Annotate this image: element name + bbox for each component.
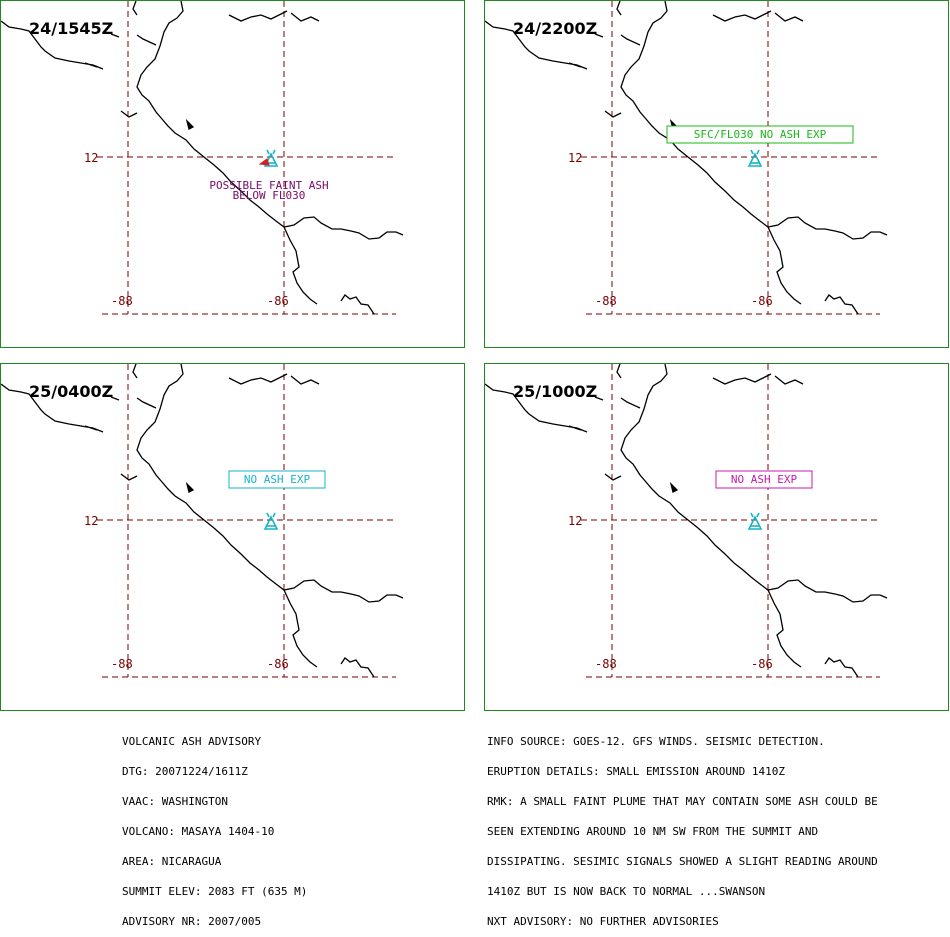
panel-time: 24/2200Z xyxy=(513,19,598,38)
latitude-label: 12 xyxy=(568,151,582,165)
advisory-line: AREA: NICARAGUA xyxy=(122,855,222,868)
map-panel-2: 24/2200Z 12 -88 -86 SFC/FL030 NO ASH EXP xyxy=(484,0,949,348)
advisory-label: BELOW FL030 xyxy=(233,189,306,202)
volcano-triangle-icon xyxy=(263,512,279,530)
lat-lon-grid xyxy=(581,364,880,678)
advisory-label: NO ASH EXP xyxy=(731,473,798,486)
remarks-line: ERUPTION DETAILS: SMALL EMISSION AROUND … xyxy=(487,765,786,778)
advisory-line: VOLCANO: MASAYA 1404-10 xyxy=(122,825,275,838)
remarks-line: 1410Z BUT IS NOW BACK TO NORMAL ...SWANS… xyxy=(487,885,766,898)
advisory-remarks: INFO SOURCE: GOES-12. GFS WINDS. SEISMIC… xyxy=(487,717,878,937)
panel-time: 25/0400Z xyxy=(29,382,114,401)
longitude-label: -86 xyxy=(267,657,289,671)
latitude-label: 12 xyxy=(84,151,98,165)
coastline xyxy=(485,364,888,678)
lat-lon-grid xyxy=(97,364,396,678)
longitude-label: -86 xyxy=(751,657,773,671)
volcano-triangle-icon xyxy=(747,512,763,530)
map-canvas: 12 -88 -86 SFC/FL030 NO ASH EXP xyxy=(485,1,888,315)
remarks-line: SEEN EXTENDING AROUND 10 NM SW FROM THE … xyxy=(487,825,819,838)
advisory-label: SFC/FL030 NO ASH EXP xyxy=(694,128,827,141)
lat-lon-grid xyxy=(581,1,880,315)
advisory-label-box xyxy=(666,125,854,144)
remarks-line: NXT ADVISORY: NO FURTHER ADVISORIES xyxy=(487,915,719,928)
coastline xyxy=(485,1,888,315)
advisory-label-box xyxy=(715,470,813,489)
advisory-header: VOLCANIC ASH ADVISORY DTG: 20071224/1611… xyxy=(122,717,307,937)
advisory-line: DTG: 20071224/1611Z xyxy=(122,765,248,778)
remarks-line: DISSIPATING. SESIMIC SIGNALS SHOWED A SL… xyxy=(487,855,878,868)
map-canvas: 12 -88 -86 NO ASH EXP xyxy=(1,364,404,678)
map-panel-1: 24/1545Z 12 -88 -86 POSSIBLE FAINT ASH BELOW… xyxy=(0,0,465,348)
advisory-label: NO ASH EXP xyxy=(244,473,311,486)
panel-time: 25/1000Z xyxy=(513,382,598,401)
advisory-label-box xyxy=(228,470,326,489)
advisory-line: VOLCANIC ASH ADVISORY xyxy=(122,735,262,748)
map-canvas: 12 -88 -86 NO ASH EXP xyxy=(485,364,888,678)
coastline xyxy=(1,364,404,678)
coastline xyxy=(1,1,404,315)
latitude-label: 12 xyxy=(84,514,98,528)
longitude-label: -86 xyxy=(751,294,773,308)
ash-plume-area xyxy=(258,158,270,166)
panel-time: 24/1545Z xyxy=(29,19,114,38)
latitude-label: 12 xyxy=(568,514,582,528)
advisory-label: POSSIBLE FAINT ASH xyxy=(209,179,328,192)
remarks-line: RMK: A SMALL FAINT PLUME THAT MAY CONTAI… xyxy=(487,795,878,808)
advisory-line: ADVISORY NR: 2007/005 xyxy=(122,915,262,928)
longitude-label: -88 xyxy=(111,657,133,671)
remarks-line: INFO SOURCE: GOES-12. GFS WINDS. SEISMIC… xyxy=(487,735,825,748)
longitude-label: -88 xyxy=(111,294,133,308)
longitude-label: -88 xyxy=(595,294,617,308)
map-panel-3: 25/0400Z 12 -88 -86 NO ASH EXP xyxy=(0,363,465,711)
volcano-triangle-icon xyxy=(747,149,763,167)
advisory-line: SUMMIT ELEV: 2083 FT (635 M) xyxy=(122,885,308,898)
longitude-label: -88 xyxy=(595,657,617,671)
lat-lon-grid xyxy=(97,1,396,315)
map-panel-4: 25/1000Z 12 -88 -86 NO ASH EXP xyxy=(484,363,949,711)
longitude-label: -86 xyxy=(267,294,289,308)
advisory-line: VAAC: WASHINGTON xyxy=(122,795,228,808)
